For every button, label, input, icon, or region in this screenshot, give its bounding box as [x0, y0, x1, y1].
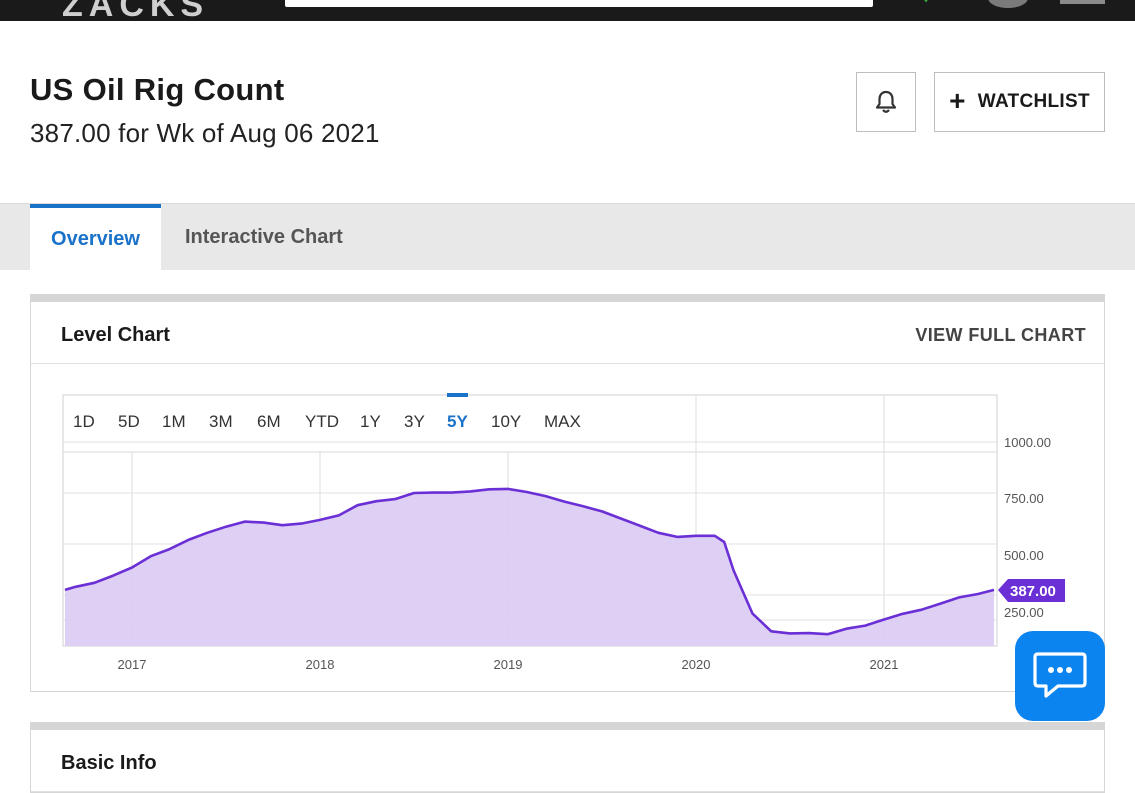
- x-tick-label: 2017: [118, 657, 147, 672]
- x-tick-label: 2021: [870, 657, 899, 672]
- x-tick-label: 2020: [682, 657, 711, 672]
- hamburger-menu-icon[interactable]: [1060, 0, 1105, 4]
- level-chart-header: Level Chart VIEW FULL CHART: [31, 302, 1104, 364]
- series-area: [65, 488, 994, 646]
- last-value-flag: [998, 579, 1065, 602]
- range-3y[interactable]: 3Y: [404, 412, 425, 431]
- y-tick-label: 500.00: [1004, 548, 1044, 563]
- range-ytd[interactable]: YTD: [305, 412, 339, 431]
- y-tick-label: 1000.00: [1004, 435, 1051, 450]
- range-6m[interactable]: 6M: [257, 412, 281, 431]
- range-3m[interactable]: 3M: [209, 412, 233, 431]
- top-nav-bar: ZACKS: [0, 0, 1135, 24]
- view-full-chart-link[interactable]: VIEW FULL CHART: [915, 325, 1086, 345]
- chat-button[interactable]: [1015, 631, 1105, 721]
- y-tick-label: 250.00: [1004, 605, 1044, 620]
- level-chart-title: Level Chart: [61, 324, 170, 346]
- basic-info-card: Basic Info: [30, 722, 1105, 793]
- range-1y[interactable]: 1Y: [360, 412, 381, 431]
- active-range-indicator: [447, 393, 468, 397]
- add-to-watchlist-button[interactable]: + WATCHLIST: [934, 72, 1105, 132]
- range-10y[interactable]: 10Y: [491, 412, 522, 431]
- plus-icon: +: [949, 84, 966, 116]
- search-input[interactable]: [285, 0, 873, 7]
- range-max[interactable]: MAX: [544, 412, 581, 431]
- page-subtitle: 387.00 for Wk of Aug 06 2021: [30, 118, 380, 148]
- watchlist-label: WATCHLIST: [977, 91, 1090, 112]
- bell-icon: [875, 90, 897, 113]
- range-1m[interactable]: 1M: [162, 412, 186, 431]
- tab-interactive-chart[interactable]: Interactive Chart: [185, 226, 343, 248]
- basic-info-header: Basic Info: [31, 730, 1104, 792]
- x-tick-label: 2019: [494, 657, 523, 672]
- chat-bubble-icon: [1033, 652, 1087, 698]
- range-5y[interactable]: 5Y: [447, 412, 468, 431]
- tab-overview[interactable]: Overview: [30, 204, 161, 271]
- user-avatar-icon[interactable]: [988, 0, 1028, 8]
- page-title: US Oil Rig Count: [30, 72, 285, 107]
- range-5d[interactable]: 5D: [118, 412, 140, 431]
- y-tick-label: 750.00: [1004, 491, 1044, 506]
- tab-bar: Overview Interactive Chart: [0, 203, 1135, 271]
- basic-info-title: Basic Info: [61, 752, 157, 774]
- series-line: [64, 487, 995, 636]
- range-1d[interactable]: 1D: [73, 412, 95, 431]
- alert-button[interactable]: [856, 72, 916, 132]
- last-value-label: 387.00: [1010, 583, 1056, 600]
- site-logo[interactable]: ZACKS: [62, 0, 210, 24]
- x-tick-label: 2018: [306, 657, 335, 672]
